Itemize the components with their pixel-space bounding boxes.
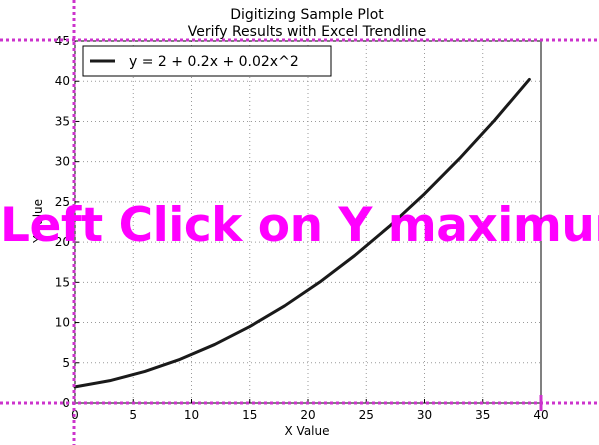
x-tick-label: 40 bbox=[533, 408, 548, 422]
series-line bbox=[73, 77, 531, 389]
x-tick-label: 30 bbox=[417, 408, 432, 422]
legend: y = 2 + 0.2x + 0.02x^2 bbox=[82, 45, 332, 77]
y-tick-label: 5 bbox=[62, 356, 70, 370]
x-tick-label: 15 bbox=[242, 408, 257, 422]
x-axis-label: X Value bbox=[285, 424, 330, 438]
y-tick-label: 40 bbox=[55, 74, 70, 88]
x-tick-label: 25 bbox=[359, 408, 374, 422]
y-tick-label: 25 bbox=[55, 195, 70, 209]
y-tick-label: 35 bbox=[55, 114, 70, 128]
y-tick-label: 30 bbox=[55, 155, 70, 169]
grid bbox=[75, 41, 541, 403]
x-tick-label: 5 bbox=[129, 408, 137, 422]
instruction-overlay: Left Click on Y maximum bbox=[0, 198, 599, 253]
axis-ticks: 0510152025303540051015202530354045 bbox=[55, 34, 549, 422]
chart-title: Digitizing Sample Plot bbox=[230, 7, 384, 23]
y-tick-label: 20 bbox=[55, 235, 70, 249]
y-tick-label: 10 bbox=[55, 316, 70, 330]
x-tick-label: 35 bbox=[475, 408, 490, 422]
legend-box bbox=[82, 45, 332, 77]
series-group bbox=[73, 77, 531, 389]
x-tick-label: 10 bbox=[184, 408, 199, 422]
legend-entry: y = 2 + 0.2x + 0.02x^2 bbox=[129, 54, 299, 70]
chart-subtitle: Verify Results with Excel Trendline bbox=[188, 24, 426, 40]
y-tick-label: 15 bbox=[55, 275, 70, 289]
y-axis-label: Y Value bbox=[31, 199, 45, 244]
x-tick-label: 20 bbox=[300, 408, 315, 422]
